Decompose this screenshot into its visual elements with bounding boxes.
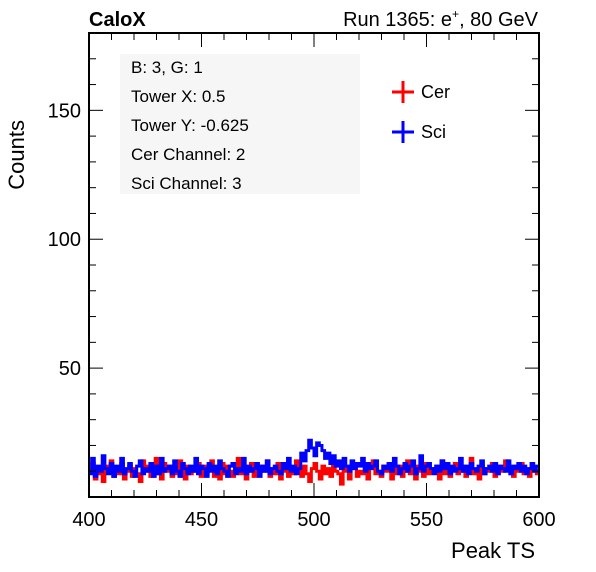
legend-label-sci: Sci	[421, 122, 446, 142]
x-tick-label: 450	[185, 509, 218, 531]
x-tick-label: 600	[522, 509, 555, 531]
run-label: Run 1365: e+, 80 GeV	[343, 7, 539, 31]
x-tick-label: 550	[410, 509, 443, 531]
info-line: Tower Y: -0.625	[131, 116, 249, 135]
legend-label-cer: Cer	[421, 82, 450, 102]
y-tick-label: 150	[48, 100, 81, 122]
series-layer	[89, 438, 539, 486]
y-tick-label: 100	[48, 229, 81, 251]
info-box-lines: B: 3, G: 1 Tower X: 0.5 Tower Y: -0.625 Cer…	[131, 58, 249, 193]
experiment-label: CaloX	[89, 9, 146, 31]
info-line: B: 3, G: 1	[131, 58, 203, 77]
legend: Cer Sci	[392, 81, 450, 143]
series-sci-line	[89, 438, 539, 478]
x-tick-label: 400	[72, 509, 105, 531]
x-tick-label: 500	[297, 509, 330, 531]
y-tick-label: 50	[59, 358, 81, 380]
tick-labels: 400 450 500 550 600 50 100 150	[48, 100, 556, 531]
x-axis-title: Peak TS	[451, 538, 535, 563]
info-line: Tower X: 0.5	[131, 87, 226, 106]
info-line: Cer Channel: 2	[131, 145, 245, 164]
info-line: Sci Channel: 3	[131, 174, 242, 193]
tick-marks	[88, 32, 540, 497]
y-axis-title: Counts	[4, 120, 29, 190]
info-box	[120, 54, 360, 194]
